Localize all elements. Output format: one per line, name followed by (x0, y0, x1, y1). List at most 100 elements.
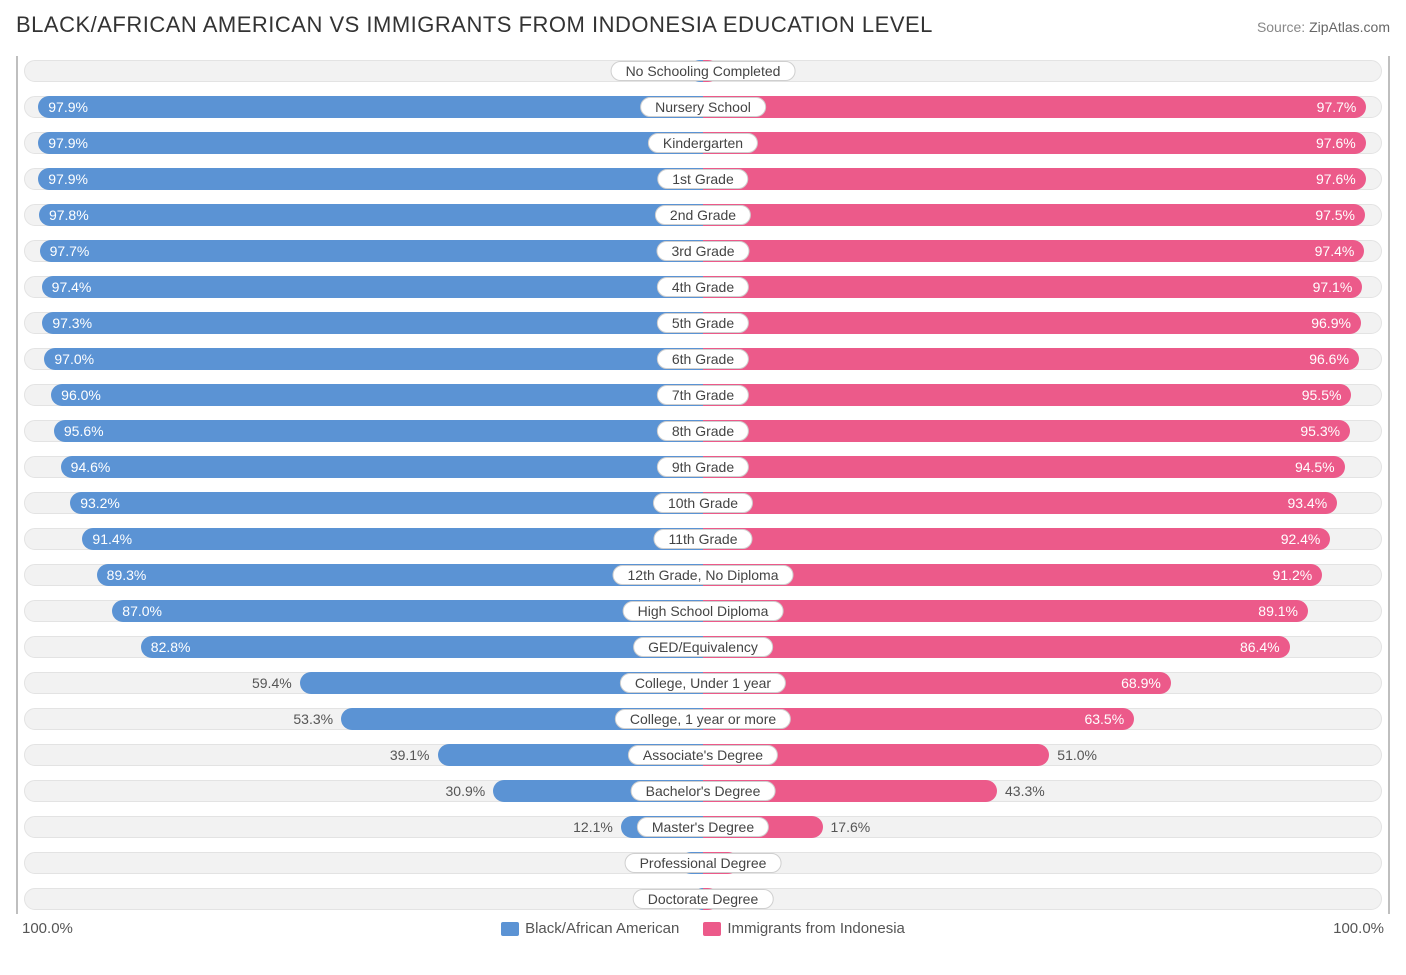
chart-row: 97.9%97.7%Nursery School (18, 92, 1388, 122)
legend-item-right: Immigrants from Indonesia (703, 920, 905, 937)
row-category-label: 2nd Grade (655, 205, 751, 225)
chart-row: 97.9% 97.6% 1st Grade (18, 164, 1388, 194)
value-left: 30.9% (446, 783, 486, 799)
legend-label-left: Black/African American (525, 920, 679, 937)
chart-row: 97.4%97.1%4th Grade (18, 272, 1388, 302)
row-half-left: 53.3% (24, 708, 703, 730)
row-half-left: 89.3% (24, 564, 703, 586)
value-left: 93.2% (80, 495, 120, 511)
bar-right: 96.6% (703, 348, 1359, 370)
row-category-label: 1st Grade (657, 169, 748, 189)
legend-swatch-left (501, 922, 519, 936)
chart-row: 82.8% 86.4% GED/Equivalency (18, 632, 1388, 662)
row-half-right: 97.4% (703, 240, 1382, 262)
row-half-right: 97.6% (703, 132, 1382, 154)
value-left: 39.1% (390, 747, 430, 763)
row-half-right: 95.5% (703, 384, 1382, 406)
bar-left: 97.4% (42, 276, 703, 298)
row-half-left: 97.9% (24, 96, 703, 118)
bar-right: 96.9% (703, 312, 1361, 334)
bar-left: 97.9% (38, 132, 703, 154)
chart-title: BLACK/AFRICAN AMERICAN VS IMMIGRANTS FRO… (16, 12, 933, 38)
chart-row: 39.1%51.0%Associate's Degree (18, 740, 1388, 770)
value-left: 94.6% (71, 459, 111, 475)
value-right: 97.5% (1315, 207, 1355, 223)
value-left: 53.3% (293, 711, 333, 727)
row-half-left: 91.4% (24, 528, 703, 550)
value-right: 68.9% (1121, 675, 1161, 691)
row-half-left: 3.4% (24, 852, 703, 874)
value-left: 59.4% (252, 675, 292, 691)
row-half-right: 96.9% (703, 312, 1382, 334)
value-left: 97.9% (48, 171, 88, 187)
chart-area: 2.1%2.4%No Schooling Completed97.9%97.7%… (16, 56, 1390, 914)
row-category-label: 5th Grade (657, 313, 749, 333)
chart-legend: Black/African American Immigrants from I… (136, 920, 1270, 937)
value-right: 51.0% (1057, 747, 1097, 763)
row-category-label: Doctorate Degree (633, 889, 774, 909)
chart-row: 95.6%95.3%8th Grade (18, 416, 1388, 446)
chart-row: 89.3%91.2%12th Grade, No Diploma (18, 560, 1388, 590)
value-right: 43.3% (1005, 783, 1045, 799)
row-category-label: Nursery School (640, 97, 766, 117)
bar-left: 97.9% (38, 96, 703, 118)
row-category-label: 11th Grade (653, 529, 752, 549)
bar-right: 95.3% (703, 420, 1350, 442)
row-half-left: 2.1% (24, 60, 703, 82)
axis-right-max: 100.0% (1270, 920, 1390, 937)
chart-source: Source: ZipAtlas.com (1257, 19, 1390, 35)
bar-right: 89.1% (703, 600, 1308, 622)
chart-row: 87.0%89.1%High School Diploma (18, 596, 1388, 626)
bar-right: 93.4% (703, 492, 1337, 514)
axis-left-max: 100.0% (16, 920, 136, 937)
chart-row: 94.6%94.5%9th Grade (18, 452, 1388, 482)
row-half-left: 96.0% (24, 384, 703, 406)
row-category-label: Master's Degree (637, 817, 769, 837)
bar-right: 86.4% (703, 636, 1290, 658)
row-half-left: 97.9% (24, 132, 703, 154)
chart-row: 97.0%96.6%6th Grade (18, 344, 1388, 374)
value-right: 96.9% (1311, 315, 1351, 331)
chart-row: 2.1%2.4%No Schooling Completed (18, 56, 1388, 86)
bar-right: 91.2% (703, 564, 1322, 586)
row-half-right: 2.4% (703, 60, 1382, 82)
chart-row: 3.4%5.3%Professional Degree (18, 848, 1388, 878)
row-category-label: Professional Degree (625, 853, 782, 873)
value-left: 95.6% (64, 423, 104, 439)
bar-right: 97.6% (703, 132, 1366, 154)
value-left: 97.9% (48, 135, 88, 151)
bar-left: 97.9% (38, 168, 703, 190)
row-half-right: 43.3% (703, 780, 1382, 802)
row-half-left: 59.4% (24, 672, 703, 694)
row-category-label: 4th Grade (657, 277, 749, 297)
bar-left: 82.8% (141, 636, 703, 658)
bar-left: 87.0% (112, 600, 703, 622)
chart-row: 91.4%92.4%11th Grade (18, 524, 1388, 554)
value-right: 91.2% (1273, 567, 1313, 583)
value-left: 97.7% (50, 243, 90, 259)
row-category-label: GED/Equivalency (633, 637, 773, 657)
row-category-label: 3rd Grade (656, 241, 749, 261)
value-right: 97.6% (1316, 171, 1356, 187)
value-right: 93.4% (1287, 495, 1327, 511)
value-left: 87.0% (122, 603, 162, 619)
row-half-left: 12.1% (24, 816, 703, 838)
row-half-right: 63.5% (703, 708, 1382, 730)
row-half-right: 89.1% (703, 600, 1382, 622)
row-half-right: 5.3% (703, 852, 1382, 874)
value-left: 96.0% (61, 387, 101, 403)
chart-row: 53.3%63.5%College, 1 year or more (18, 704, 1388, 734)
row-half-right: 97.5% (703, 204, 1382, 226)
chart-row: 1.4%2.4%Doctorate Degree (18, 884, 1388, 914)
chart-row: 12.1%17.6%Master's Degree (18, 812, 1388, 842)
value-right: 89.1% (1258, 603, 1298, 619)
bar-left: 95.6% (54, 420, 703, 442)
row-half-left: 30.9% (24, 780, 703, 802)
row-half-left: 97.9% (24, 168, 703, 190)
row-half-right: 51.0% (703, 744, 1382, 766)
row-half-left: 39.1% (24, 744, 703, 766)
value-left: 97.9% (48, 99, 88, 115)
row-category-label: 10th Grade (653, 493, 753, 513)
row-half-right: 97.6% (703, 168, 1382, 190)
value-right: 86.4% (1240, 639, 1280, 655)
